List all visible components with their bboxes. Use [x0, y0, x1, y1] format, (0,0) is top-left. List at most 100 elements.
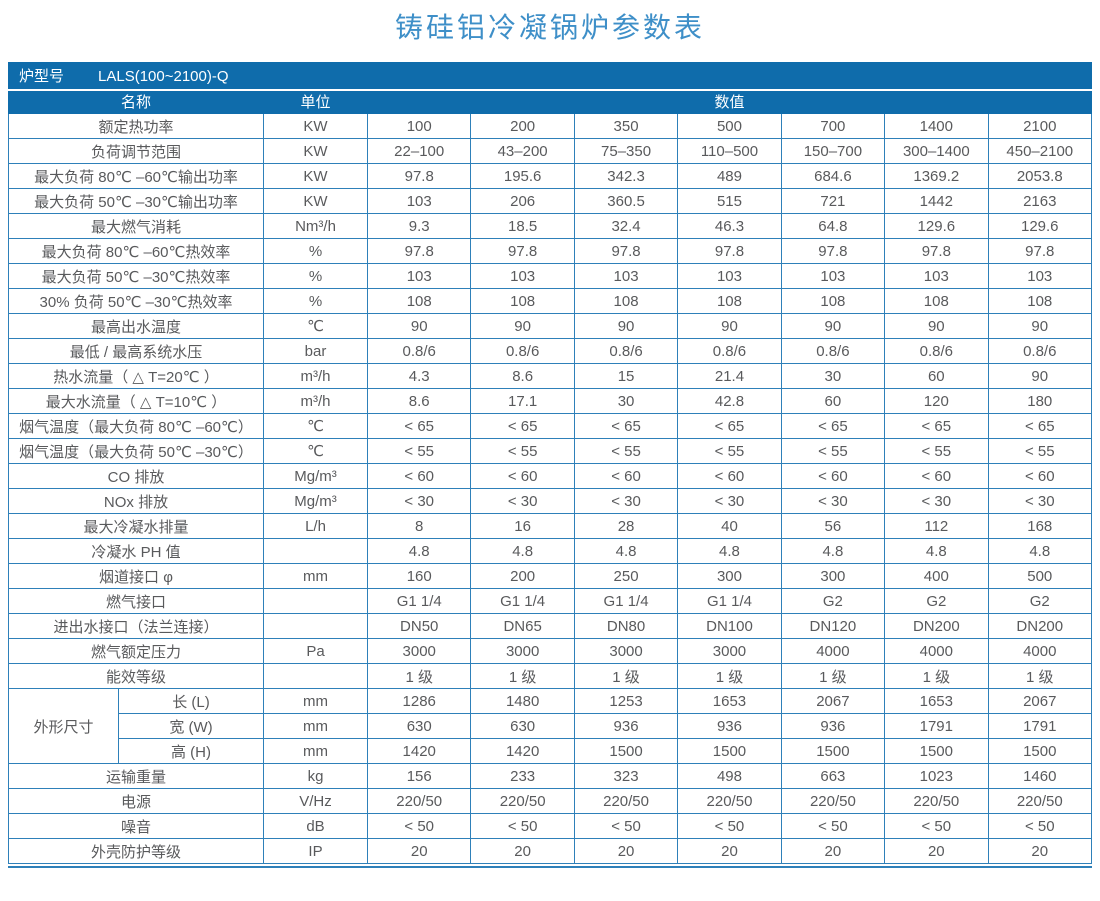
value-cell: 342.3	[573, 163, 679, 189]
value-cell: 1442	[884, 188, 989, 214]
value-cell: 1500	[573, 738, 679, 764]
value-cell: DN50	[366, 613, 472, 639]
value-cell: < 30	[780, 488, 886, 514]
value-cell: 60	[780, 388, 886, 414]
value-cell: 129.6	[884, 213, 989, 239]
value-cell: DN100	[677, 613, 782, 639]
param-name-cell: 30% 负荷 50℃ –30℃热效率	[8, 288, 264, 314]
param-name-cell: 烟气温度（最大负荷 80℃ –60℃）	[8, 413, 264, 439]
value-cell: 489	[677, 163, 782, 189]
value-cell: 40	[677, 513, 782, 539]
value-cell: < 50	[470, 813, 575, 839]
param-name-cell: 最大负荷 50℃ –30℃热效率	[8, 263, 264, 289]
value-cell: 4.8	[884, 538, 989, 564]
value-cell: < 50	[573, 813, 679, 839]
unit-cell: mm	[263, 688, 368, 714]
unit-cell: ℃	[263, 438, 368, 464]
param-name-cell: 长 (L)	[118, 688, 264, 714]
value-cell: 220/50	[573, 788, 679, 814]
table-row: 最大负荷 50℃ –30℃热效率% 103 103 103 103 103 103 103	[8, 263, 1093, 289]
value-cell: 220/50	[884, 788, 989, 814]
value-cell: DN80	[573, 613, 679, 639]
unit-cell: mm	[263, 713, 368, 739]
value-cell: 97.8	[366, 238, 472, 264]
param-name-cell: 燃气接口	[8, 588, 264, 614]
table-row: 热水流量（ △ T=20℃ ） m³/h 4.3 8.6 15 21.4 30 60 90	[8, 363, 1093, 389]
value-cell: < 65	[780, 413, 886, 439]
value-cell: G1 1/4	[366, 588, 472, 614]
value-cell: 20	[780, 838, 886, 864]
param-name-cell: 最大负荷 80℃ –60℃输出功率	[8, 163, 264, 189]
value-cell: 8	[366, 513, 472, 539]
value-cell: 1369.2	[884, 163, 989, 189]
value-cell: < 65	[987, 413, 1093, 439]
value-cell: < 30	[470, 488, 575, 514]
table-row: 最大水流量（ △ T=10℃ ） m³/h 8.6 17.1 30 42.8 60 120 18…	[8, 388, 1093, 414]
value-cell: 64.8	[780, 213, 886, 239]
table-row: 烟气温度（最大负荷 80℃ –60℃） ℃ < 65 < 65 < 65 < 65 < 65…	[8, 413, 1093, 439]
unit-cell: KW	[263, 163, 368, 189]
table-row: 电源 V/Hz 220/50 220/50 220/50 220/50 220/50 220/…	[8, 788, 1093, 814]
value-cell: G1 1/4	[677, 588, 782, 614]
table-row: 最大燃气消耗 Nm³/h 9.3 18.5 32.4 46.3 64.8 129.6 129.6	[8, 213, 1093, 239]
value-cell: 20	[677, 838, 782, 864]
value-cell: 103	[987, 263, 1093, 289]
value-cell: 630	[366, 713, 472, 739]
unit-cell: Pa	[263, 638, 368, 664]
value-cell: 3000	[366, 638, 472, 664]
value-cell: 4.8	[677, 538, 782, 564]
value-cell: 360.5	[573, 188, 679, 214]
model-label: 炉型号	[19, 68, 65, 86]
param-name-cell: 负荷调节范围	[8, 138, 264, 164]
unit-cell: dB	[263, 813, 368, 839]
value-cell: < 65	[366, 413, 472, 439]
table-row: 宽 (W) mm 630 630 936 936 936 1791 1791	[9, 713, 1093, 739]
param-name-cell: 最大燃气消耗	[8, 213, 264, 239]
value-cell: 30	[573, 388, 679, 414]
table-row: 冷凝水 PH 值 4.8 4.8 4.8 4.8 4.8 4.8 4.8	[8, 538, 1093, 564]
value-cell: 103	[366, 263, 472, 289]
value-cell: 97.8	[573, 238, 679, 264]
value-cell: < 60	[987, 463, 1093, 489]
value-cell: 97.8	[987, 238, 1093, 264]
param-name-cell: 宽 (W)	[118, 713, 264, 739]
value-cell: < 30	[573, 488, 679, 514]
value-cell: 97.8	[780, 238, 886, 264]
value-cell: 206	[470, 188, 575, 214]
param-name-cell: 冷凝水 PH 值	[8, 538, 264, 564]
value-cell: 129.6	[987, 213, 1093, 239]
page-title: 铸硅铝冷凝锅炉参数表	[394, 12, 705, 43]
value-cell: 684.6	[780, 163, 886, 189]
unit-cell	[263, 588, 368, 614]
unit-cell: ℃	[263, 313, 368, 339]
value-cell: 18.5	[470, 213, 575, 239]
value-cell: 97.8	[366, 163, 472, 189]
param-name-cell: 噪音	[8, 813, 264, 839]
value-cell: 103	[884, 263, 989, 289]
unit-cell: KW	[263, 113, 368, 139]
value-cell: DN65	[470, 613, 575, 639]
value-cell: 0.8/6	[780, 338, 886, 364]
param-name-cell: CO 排放	[8, 463, 264, 489]
table-row: 最高出水温度 ℃ 90 90 90 90 90 90 90	[8, 313, 1093, 339]
value-cell: < 30	[677, 488, 782, 514]
value-cell: 120	[884, 388, 989, 414]
value-cell: < 30	[987, 488, 1093, 514]
value-cell: 17.1	[470, 388, 575, 414]
value-cell: G1 1/4	[470, 588, 575, 614]
value-cell: 42.8	[677, 388, 782, 414]
value-cell: 195.6	[470, 163, 575, 189]
value-cell: 56	[780, 513, 886, 539]
unit-cell: m³/h	[263, 388, 368, 414]
table-row: 最大冷凝水排量 L/h 8 16 28 40 56 112 168	[8, 513, 1093, 539]
table-row: CO 排放 Mg/m³ < 60 < 60 < 60 < 60 < 60 < 60 < 60	[8, 463, 1093, 489]
value-cell: 0.8/6	[987, 338, 1093, 364]
table-row: 最大负荷 80℃ –60℃热效率% 97.8 97.8 97.8 97.8 97.8 97.…	[8, 238, 1093, 264]
value-cell: 4.8	[780, 538, 886, 564]
table-row: 最大负荷 50℃ –30℃输出功率 KW 103 206 360.5 515 721 1442…	[8, 188, 1093, 214]
value-cell: 108	[780, 288, 886, 314]
value-cell: 16	[470, 513, 575, 539]
value-cell: 110–500	[677, 138, 782, 164]
value-cell: 1791	[884, 713, 989, 739]
